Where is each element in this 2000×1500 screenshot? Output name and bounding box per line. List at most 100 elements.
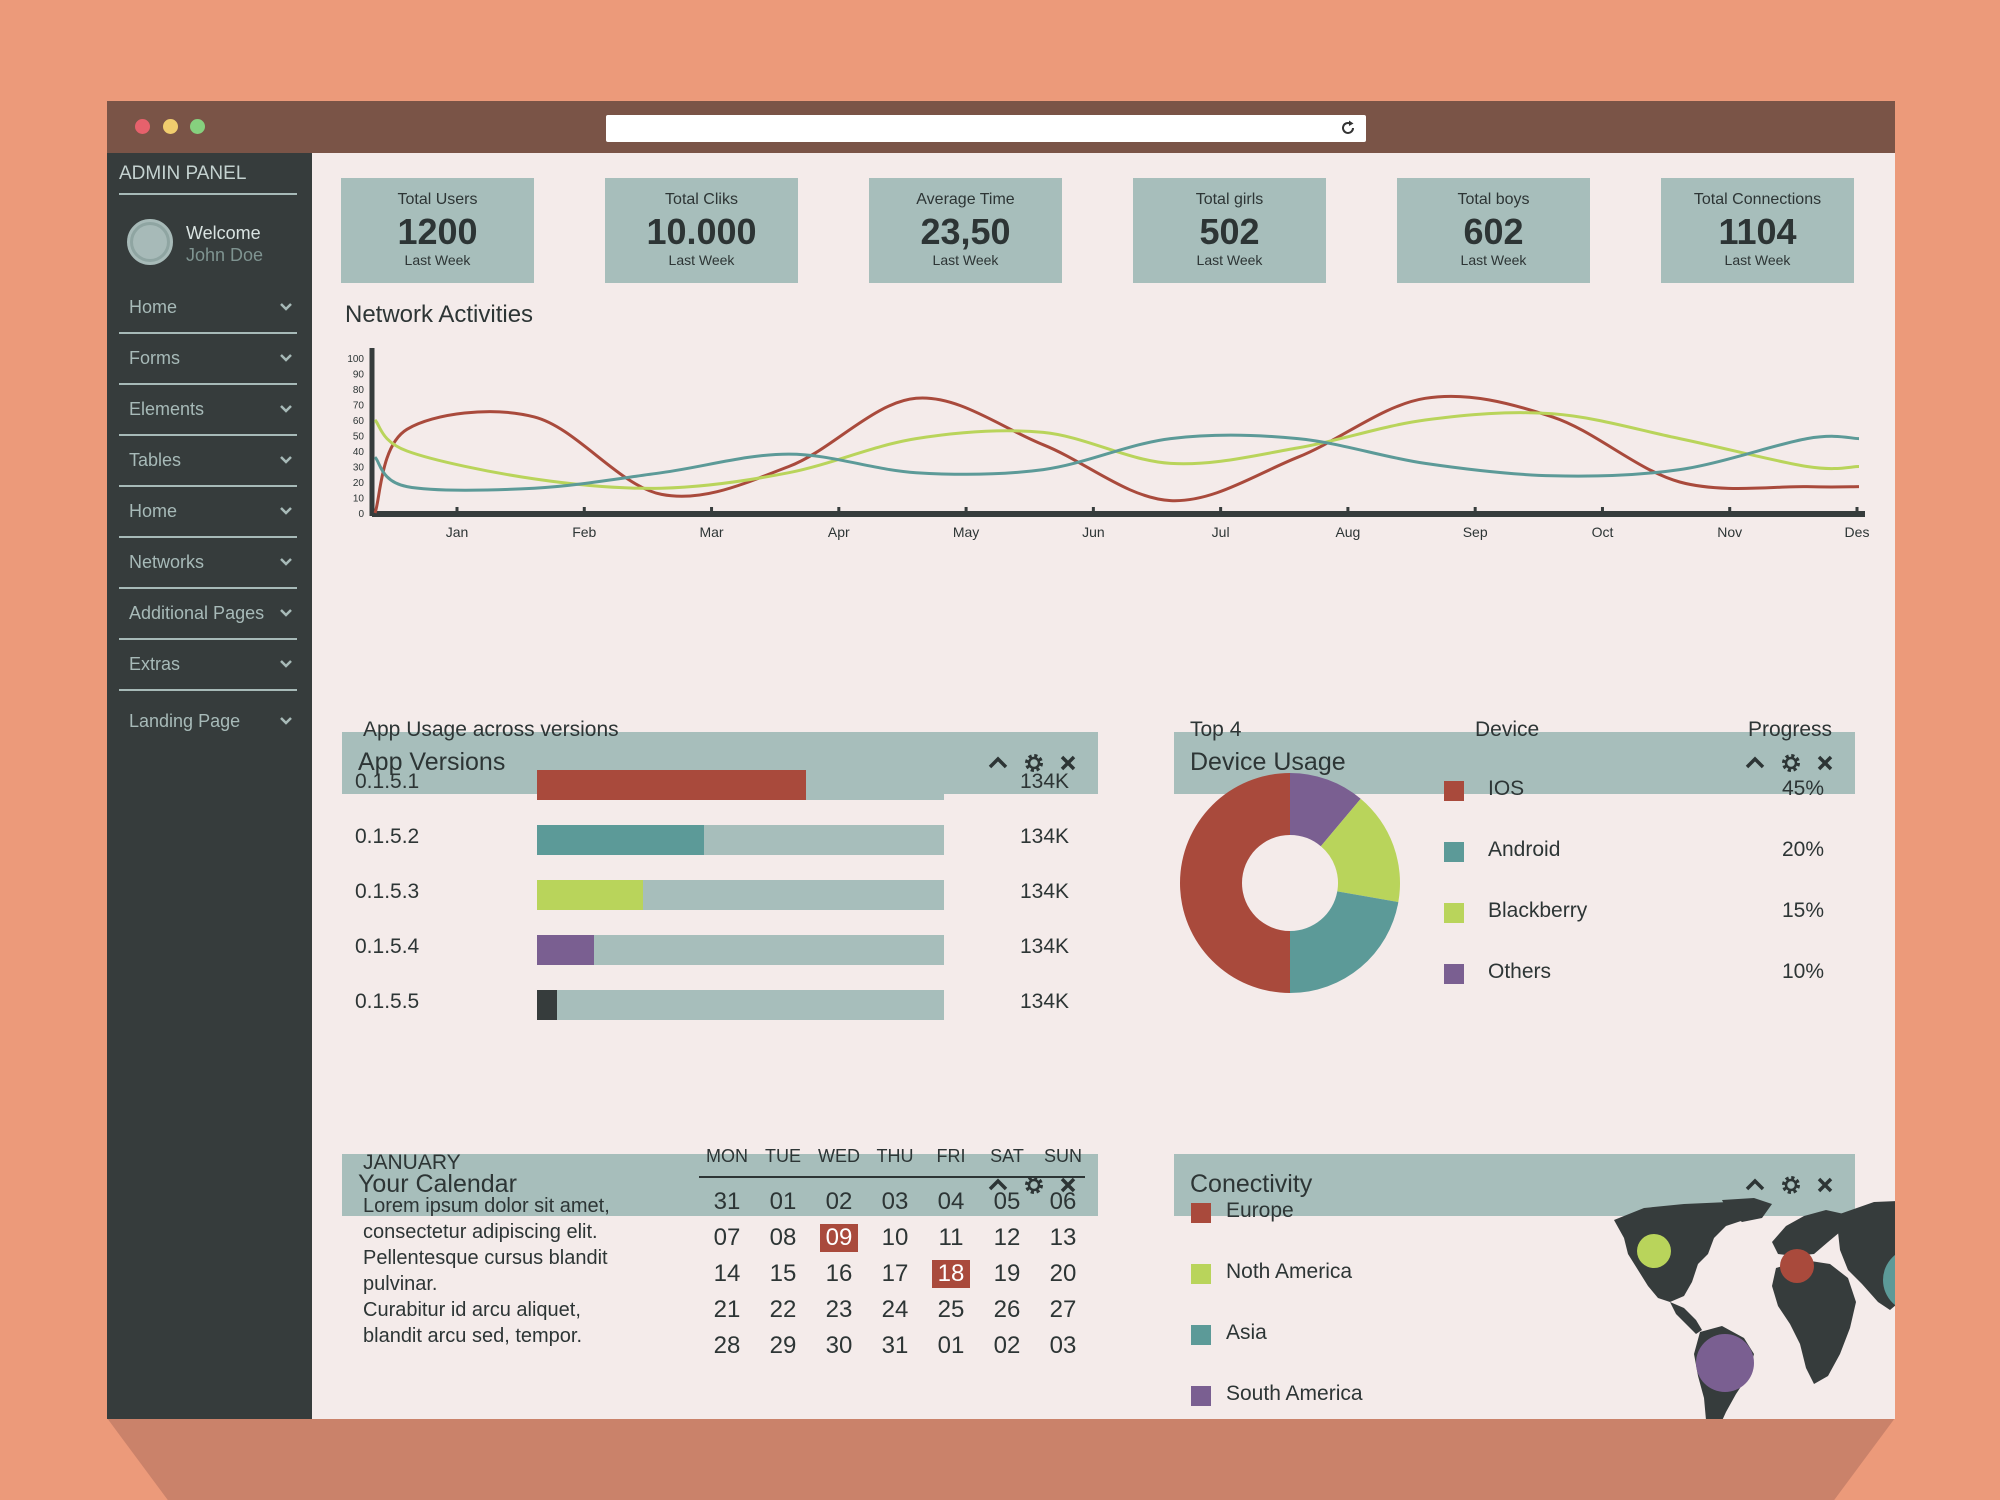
sidebar-item-home[interactable]: Home: [119, 487, 297, 538]
sidebar: ADMIN PANEL Welcome John Doe Home Forms El…: [107, 153, 312, 1419]
calendar-day[interactable]: 24: [881, 1296, 909, 1323]
calendar-day-highlighted[interactable]: 18: [932, 1260, 970, 1288]
calendar-day[interactable]: 06: [1049, 1188, 1077, 1215]
address-bar[interactable]: [606, 115, 1366, 142]
calendar-day[interactable]: 07: [713, 1224, 741, 1251]
reload-icon[interactable]: [1338, 118, 1358, 138]
version-label: 0.1.5.1: [355, 770, 420, 793]
device-usage-donut-chart: [1180, 773, 1400, 993]
calendar-day[interactable]: 02: [993, 1332, 1021, 1359]
calendar-day[interactable]: 20: [1049, 1260, 1077, 1287]
calendar-day[interactable]: 04: [937, 1188, 965, 1215]
north-america-marker: [1637, 1234, 1671, 1268]
donut-slice-android: [1290, 891, 1399, 993]
x-tick-label: Apr: [828, 524, 850, 540]
avatar[interactable]: [127, 219, 173, 265]
app-version-row: 0.1.5.4 134K: [355, 933, 1125, 965]
calendar-day[interactable]: 17: [881, 1260, 909, 1287]
calendar-day[interactable]: 10: [881, 1224, 909, 1251]
usage-bar-fill: [537, 880, 643, 910]
sidebar-item-additional-pages[interactable]: Additional Pages: [119, 589, 297, 640]
gear-icon[interactable]: [1779, 751, 1803, 775]
gear-icon[interactable]: [1022, 1173, 1046, 1197]
maximize-window-button[interactable]: [190, 119, 205, 134]
chevron-down-icon[interactable]: [279, 606, 293, 620]
calendar-day[interactable]: 31: [713, 1188, 741, 1215]
close-icon[interactable]: [1813, 751, 1837, 775]
calendar-day[interactable]: 03: [881, 1188, 909, 1215]
sidebar-item-forms[interactable]: Forms: [119, 334, 297, 385]
calendar-day[interactable]: 05: [993, 1188, 1021, 1215]
chevron-down-icon[interactable]: [279, 453, 293, 467]
europe-marker: [1780, 1249, 1814, 1283]
calendar-day[interactable]: 28: [713, 1332, 741, 1359]
calendar-day[interactable]: 14: [713, 1260, 741, 1287]
sidebar-item-landing-page[interactable]: Landing Page: [119, 691, 297, 747]
close-icon[interactable]: [1056, 1173, 1080, 1197]
calendar-day[interactable]: 21: [713, 1296, 741, 1323]
stat-label: Total Connections: [1693, 191, 1822, 208]
calendar-day[interactable]: 29: [769, 1332, 797, 1359]
calendar-day[interactable]: 26: [993, 1296, 1021, 1323]
calendar-day[interactable]: 16: [825, 1260, 853, 1287]
calendar-day[interactable]: 31: [881, 1332, 909, 1359]
calendar-day[interactable]: 23: [825, 1296, 853, 1323]
stat-label: Total Cliks: [665, 191, 738, 208]
weekday-label: SUN: [1043, 1146, 1082, 1166]
calendar-day[interactable]: 02: [825, 1188, 853, 1215]
stat-card-total-cliks: Total Cliks 10.000 Last Week: [605, 178, 798, 283]
usage-bar-track: [537, 880, 944, 910]
usage-count: 134K: [1020, 880, 1070, 903]
calendar-day[interactable]: 12: [993, 1224, 1021, 1251]
weekday-label: FRI: [936, 1146, 966, 1166]
calendar-day[interactable]: 03: [1049, 1332, 1077, 1359]
close-icon[interactable]: [1813, 1173, 1837, 1197]
chevron-down-icon[interactable]: [279, 504, 293, 518]
calendar-day[interactable]: 27: [1049, 1296, 1077, 1323]
calendar-day[interactable]: 30: [825, 1332, 853, 1359]
sidebar-item-extras[interactable]: Extras: [119, 640, 297, 691]
device-row-others: Others 10%: [1444, 959, 1824, 989]
chevron-up-icon[interactable]: [1743, 1173, 1767, 1197]
chevron-up-icon[interactable]: [986, 751, 1010, 775]
usage-count: 134K: [1020, 990, 1070, 1013]
close-icon[interactable]: [1056, 751, 1080, 775]
chevron-down-icon[interactable]: [279, 351, 293, 365]
gear-icon[interactable]: [1022, 751, 1046, 775]
app-version-row: 0.1.5.3 134K: [355, 878, 1125, 910]
series-line-2: [373, 433, 1860, 492]
calendar-day[interactable]: 08: [769, 1224, 797, 1251]
chevron-down-icon[interactable]: [279, 714, 293, 728]
calendar-day[interactable]: 25: [937, 1296, 965, 1323]
app-versions-title: App Versions: [358, 748, 506, 776]
legend-swatch: [1444, 781, 1464, 801]
stat-value: 602: [1463, 211, 1524, 252]
series-line-0: [373, 394, 1860, 514]
sidebar-item-home[interactable]: Home: [119, 283, 297, 334]
chevron-up-icon[interactable]: [1743, 751, 1767, 775]
legend-swatch: [1191, 1264, 1211, 1284]
gear-icon[interactable]: [1779, 1173, 1803, 1197]
calendar-day[interactable]: 19: [993, 1260, 1021, 1287]
chevron-down-icon[interactable]: [279, 657, 293, 671]
calendar-day[interactable]: 13: [1049, 1224, 1077, 1251]
close-window-button[interactable]: [135, 119, 150, 134]
chevron-up-icon[interactable]: [986, 1173, 1010, 1197]
minimize-window-button[interactable]: [163, 119, 178, 134]
sidebar-item-tables[interactable]: Tables: [119, 436, 297, 487]
y-tick-label: 30: [353, 463, 365, 474]
calendar-day[interactable]: 11: [938, 1224, 964, 1251]
sidebar-item-elements[interactable]: Elements: [119, 385, 297, 436]
calendar-day[interactable]: 22: [769, 1296, 797, 1323]
sidebar-item-networks[interactable]: Networks: [119, 538, 297, 589]
calendar-day[interactable]: 01: [769, 1188, 797, 1215]
greenland-shape: [1722, 1198, 1772, 1222]
chevron-down-icon[interactable]: [279, 300, 293, 314]
version-label: 0.1.5.3: [355, 880, 420, 903]
calendar-day-highlighted[interactable]: 09: [820, 1224, 858, 1252]
calendar-day[interactable]: 01: [937, 1332, 965, 1359]
chevron-down-icon[interactable]: [279, 555, 293, 569]
calendar-day[interactable]: 15: [769, 1260, 797, 1287]
chevron-down-icon[interactable]: [279, 402, 293, 416]
x-tick-label: Oct: [1592, 524, 1614, 540]
